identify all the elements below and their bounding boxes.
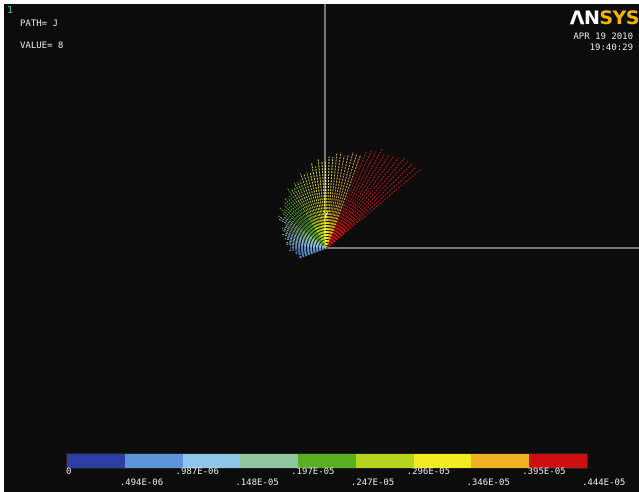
legend-tick-top: .296E-05 xyxy=(406,467,451,477)
path-fan-line xyxy=(296,247,328,252)
timestamp-date: APR 19 2010 xyxy=(573,32,633,42)
path-fan-line xyxy=(326,154,358,249)
y-axis-label: Y xyxy=(323,210,330,221)
path-fan-line xyxy=(326,151,367,249)
path-plot xyxy=(278,4,639,259)
legend-tick-top: .395E-05 xyxy=(522,467,566,477)
path-fan-line xyxy=(311,163,328,249)
path-fan-line xyxy=(299,180,328,249)
path-fan-line xyxy=(281,229,328,249)
legend-segment xyxy=(529,454,588,468)
path-fan-line xyxy=(290,246,328,249)
legend-tick-bottom: .444E-05 xyxy=(582,478,626,488)
path-fan-line xyxy=(296,181,328,249)
logo-sys: SYS xyxy=(599,7,639,29)
path-fan-line xyxy=(284,224,328,249)
legend-tick-bottom: .494E-06 xyxy=(119,478,164,488)
path-fan-line xyxy=(326,150,377,249)
path-fan-line xyxy=(306,171,328,249)
path-fan-lines xyxy=(278,149,421,259)
legend-segment xyxy=(355,454,414,468)
legend-segment xyxy=(471,454,530,468)
legend-tick-top: 0 xyxy=(66,467,72,477)
path-fan-line xyxy=(309,171,328,249)
path-fan-line xyxy=(326,157,399,249)
path-fan-line xyxy=(326,160,409,249)
legend-segment xyxy=(67,454,125,468)
logo-an: ΛN xyxy=(569,7,600,29)
legend-segment xyxy=(240,454,299,468)
plot-axes xyxy=(324,4,639,249)
path-fan-line xyxy=(326,156,406,249)
legend-segment xyxy=(298,454,356,468)
path-fan-line xyxy=(282,227,328,249)
path-fan-line xyxy=(300,173,328,249)
path-fan-line xyxy=(326,166,417,249)
path-fan-line xyxy=(325,161,328,249)
legend-segment xyxy=(413,454,472,468)
legend-tick-bottom: .247E-05 xyxy=(350,478,395,488)
contour-legend-bar xyxy=(66,453,588,469)
path-fan-line xyxy=(326,163,413,249)
legend-tick-top: .197E-05 xyxy=(291,467,335,477)
legend-segment xyxy=(124,454,183,468)
path-fan-line xyxy=(286,187,328,249)
path-fan-line xyxy=(326,155,345,249)
path-fan-line xyxy=(326,152,342,249)
path-fan-line xyxy=(294,247,328,254)
value-label: VALUE= 8 xyxy=(20,41,64,51)
path-fan-line xyxy=(321,160,328,249)
path-fan-line xyxy=(326,156,330,249)
path-fan-line xyxy=(326,155,395,249)
path-fan-line xyxy=(326,149,383,249)
path-fan-line xyxy=(326,169,421,249)
path-label: PATH= J xyxy=(20,19,58,29)
legend-segment xyxy=(182,454,241,468)
legend-tick-bottom: .148E-05 xyxy=(235,478,279,488)
path-fan-line xyxy=(295,247,328,255)
ansys-logo: ΛNSYS xyxy=(570,7,639,29)
path-fan-line xyxy=(326,154,390,249)
path-fan-line xyxy=(315,166,328,249)
path-fan-line xyxy=(326,151,354,249)
path-fan-line xyxy=(283,216,328,249)
path-fan-line xyxy=(326,154,362,249)
path-fan-line xyxy=(298,247,328,258)
path-fan-line xyxy=(293,187,328,249)
path-fan-line xyxy=(290,188,328,249)
legend-tick-bottom: .346E-05 xyxy=(466,478,510,488)
legend-tick-top: .987E-06 xyxy=(175,467,219,477)
path-fan-line xyxy=(326,154,349,249)
path-fan-line xyxy=(326,152,338,249)
graphics-window: 1 PATH= J VALUE= 8 ΛNSYS APR 19 2010 19:… xyxy=(4,4,639,492)
path-fan-line xyxy=(303,174,328,249)
path-fan-line xyxy=(293,182,328,249)
timestamp-time: 19:40:29 xyxy=(589,43,633,53)
path-fan-line xyxy=(326,154,385,249)
path-fan-line xyxy=(326,156,334,249)
window-number: 1 xyxy=(7,5,14,16)
